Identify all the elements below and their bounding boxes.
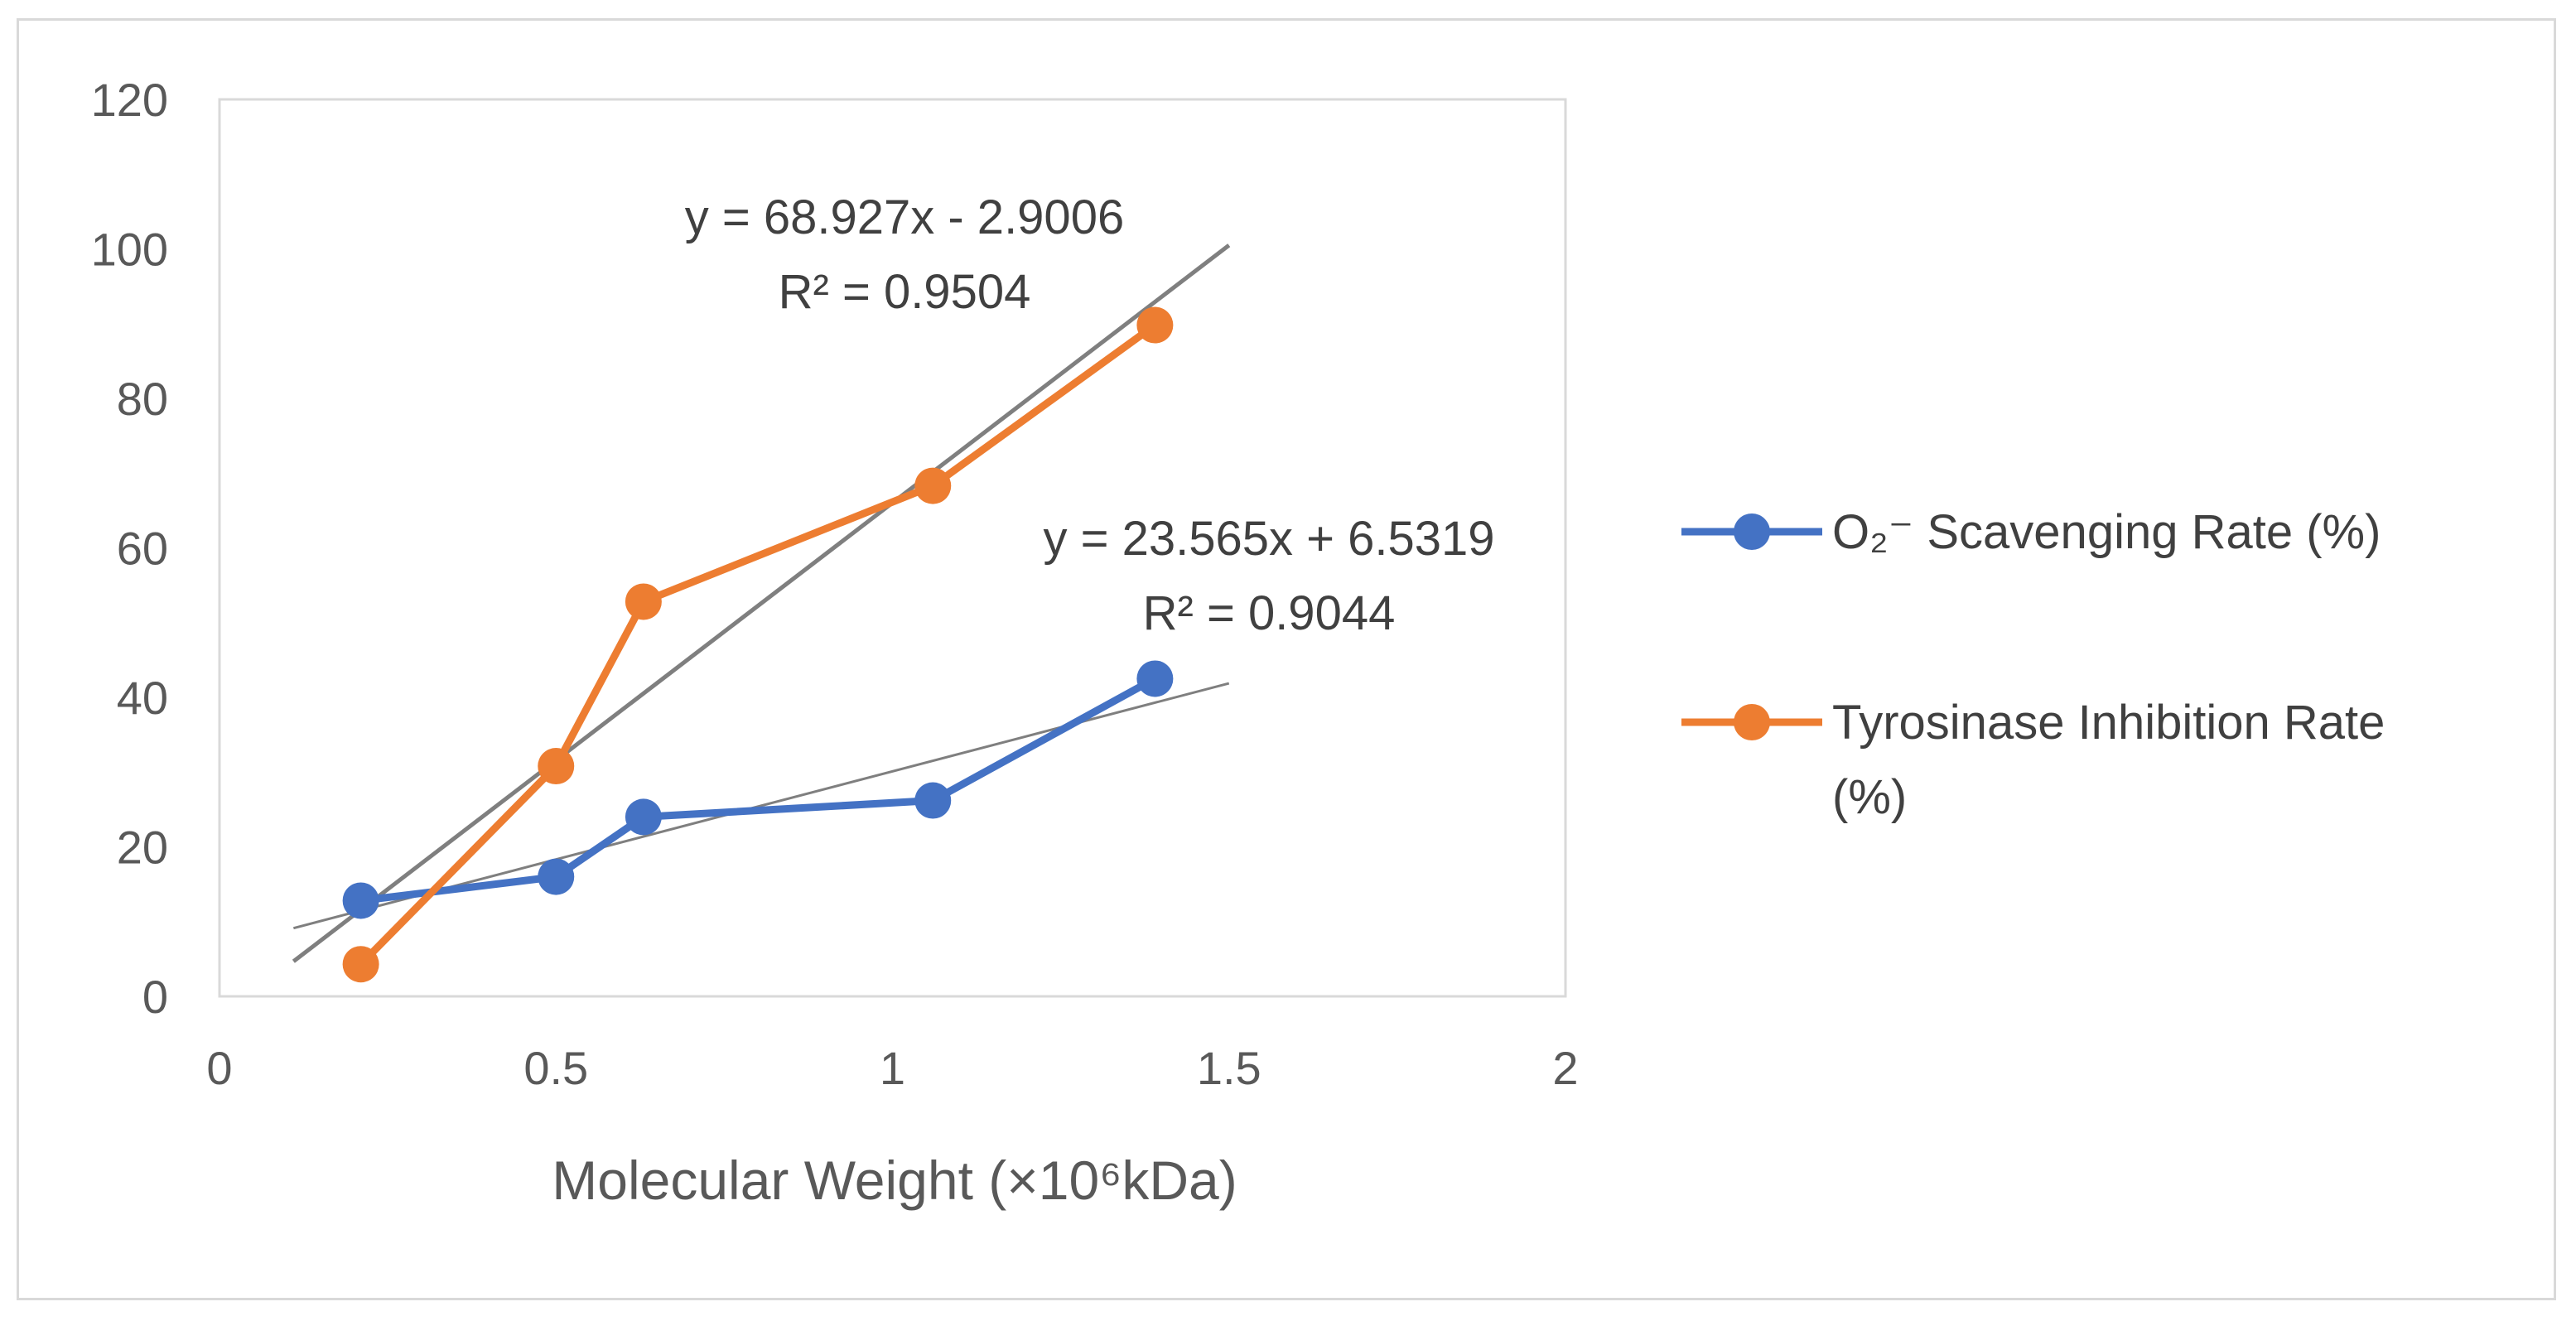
data-point [538,748,575,785]
data-point [914,467,952,504]
data-point [625,583,662,620]
series-points [342,306,1174,983]
trendline-1 [292,243,1231,963]
trendline-r2-orange: R² = 0.9504 [779,265,1031,319]
data-point [342,946,379,983]
legend-marker-o2 [1734,513,1770,550]
x-tick-label: 0.5 [523,1042,588,1094]
series-line-0 [360,675,1157,904]
y-tick-label: 20 [117,822,168,874]
legend: O₂⁻ Scavenging Rate (%) Tyrosinase Inhib… [1681,505,2385,824]
x-tick-label: 0 [206,1042,232,1094]
series-lines [358,321,1158,967]
y-tick-label: 0 [142,971,168,1023]
trendlines [292,243,1231,963]
y-tick-label: 40 [117,672,168,724]
data-point [1136,306,1174,344]
y-tick-label: 120 [91,74,168,126]
y-tick-label: 80 [117,373,168,425]
plot-area [218,98,1567,998]
legend-label-tyrosinase-line2: (%) [1832,770,1907,824]
x-tick-label: 1.5 [1197,1042,1261,1094]
data-point [538,858,575,895]
x-tick-label: 1 [880,1042,905,1094]
data-point [1136,660,1174,697]
series-line-1 [358,321,1158,967]
y-tick-label: 60 [117,523,168,575]
data-point [625,798,662,836]
legend-label-tyrosinase-line1: Tyrosinase Inhibition Rate [1832,696,2385,750]
data-point [914,782,952,819]
x-axis-ticks: 0 0.5 1 1.5 2 [206,1042,1578,1094]
legend-label-o2: O₂⁻ Scavenging Rate (%) [1832,505,2381,559]
x-axis-title: Molecular Weight (×10⁶kDa) [552,1150,1237,1211]
y-axis-ticks: 0 20 40 60 80 100 120 [91,74,168,1023]
x-tick-label: 2 [1552,1042,1578,1094]
data-point [342,882,379,919]
legend-marker-tyrosinase [1734,704,1770,740]
chart-frame [17,18,2556,1300]
y-tick-label: 100 [91,224,168,276]
trendline-r2-blue: R² = 0.9044 [1143,586,1396,640]
trendline-equation-blue: y = 23.565x + 6.5319 [1044,512,1495,566]
trendline-equation-orange: y = 68.927x - 2.9006 [685,190,1124,244]
